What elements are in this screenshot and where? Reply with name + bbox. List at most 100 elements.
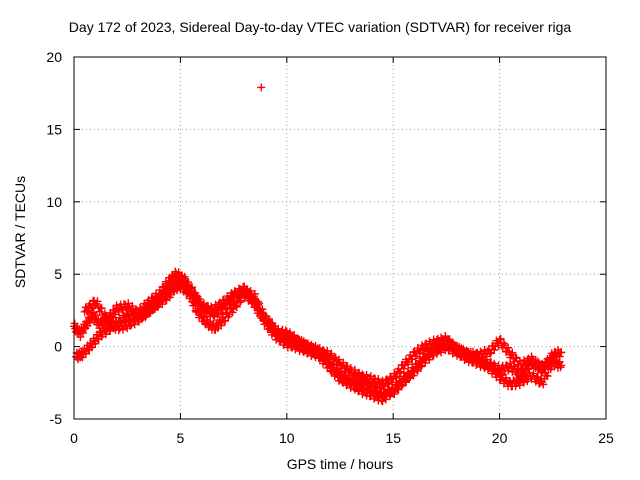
track-c-point xyxy=(446,340,455,349)
track-c-point xyxy=(173,280,182,289)
x-tick-label: 5 xyxy=(177,430,185,446)
y-tick-label: 15 xyxy=(46,121,62,137)
track-c-point xyxy=(313,344,322,353)
track-a-point xyxy=(418,345,427,354)
track-b-point xyxy=(377,396,386,405)
track-a-point xyxy=(330,353,339,362)
track-a-point xyxy=(323,346,332,355)
x-tick-label: 20 xyxy=(492,430,508,446)
track-c-point xyxy=(242,285,251,294)
track-b-point xyxy=(217,321,226,330)
y-tick-label: 0 xyxy=(54,339,62,355)
track-a-point xyxy=(490,346,499,355)
track-a-point xyxy=(508,348,517,357)
chart-title: Day 172 of 2023, Sidereal Day-to-day VTE… xyxy=(68,19,572,35)
track-c-point xyxy=(548,355,557,364)
track-c-point xyxy=(97,304,106,313)
track-c-point xyxy=(372,382,381,391)
x-tick-label: 10 xyxy=(279,430,295,446)
track-c-point xyxy=(281,326,290,335)
track-c-point xyxy=(209,309,218,318)
track-c-point xyxy=(401,378,410,387)
track-b-point xyxy=(202,315,211,324)
track-c-point xyxy=(332,364,341,373)
track-b-point xyxy=(557,361,566,370)
track-a-point xyxy=(504,343,513,352)
track-a-point xyxy=(511,353,520,362)
track-c-point xyxy=(386,390,395,399)
track-c-point xyxy=(262,312,271,321)
track-c-point xyxy=(406,373,415,382)
track-b-point xyxy=(221,317,230,326)
track-c-point xyxy=(212,304,221,313)
track-c-point xyxy=(506,359,515,368)
track-c-point xyxy=(413,363,422,372)
track-c-point xyxy=(255,299,264,308)
track-c-point xyxy=(188,283,197,292)
track-a-point xyxy=(499,339,508,348)
track-c-point xyxy=(462,346,471,355)
track-b-point xyxy=(91,339,100,348)
track-a-point xyxy=(495,335,504,344)
track-c-point xyxy=(250,289,259,298)
track-a-point xyxy=(441,332,450,341)
track-c-point xyxy=(195,295,204,304)
track-a-point xyxy=(507,350,516,359)
track-c-point xyxy=(437,344,446,353)
y-tick-label: -5 xyxy=(50,411,63,427)
outlier-point xyxy=(257,83,266,92)
x-tick-label: 0 xyxy=(70,430,78,446)
track-c-point xyxy=(390,390,399,399)
data-points xyxy=(70,83,566,406)
track-c-point xyxy=(105,313,114,322)
track-b-point xyxy=(216,318,225,327)
track-c-point xyxy=(329,359,338,368)
track-c-point xyxy=(409,367,418,376)
track-a-point xyxy=(124,299,133,308)
track-c-point xyxy=(108,318,117,327)
track-c-point xyxy=(547,359,556,368)
track-a-point xyxy=(496,334,505,343)
track-a-point xyxy=(391,372,400,381)
track-b-point xyxy=(228,308,237,317)
track-c-point xyxy=(87,304,96,313)
x-axis-label: GPS time / hours xyxy=(286,456,394,472)
track-c-point xyxy=(93,297,102,306)
x-tick-label: 15 xyxy=(385,430,401,446)
track-b-point xyxy=(231,301,240,310)
track-b-point xyxy=(78,353,87,362)
track-c-point xyxy=(405,371,414,380)
track-c-point xyxy=(183,278,192,287)
track-c-point xyxy=(328,361,337,370)
track-a-point xyxy=(404,360,413,369)
track-a-point xyxy=(399,364,408,373)
track-c-point xyxy=(142,311,151,320)
track-c-point xyxy=(417,358,426,367)
track-c-point xyxy=(367,381,376,390)
track-a-point xyxy=(557,348,566,357)
track-c-point xyxy=(126,321,135,330)
track-c-point xyxy=(109,317,118,326)
track-b-point xyxy=(235,298,244,307)
grid xyxy=(74,57,606,419)
y-tick-label: 5 xyxy=(54,266,62,282)
track-c-point xyxy=(325,354,334,363)
track-c-point xyxy=(520,370,529,379)
track-c-point xyxy=(285,328,294,337)
y-tick-label: 10 xyxy=(46,194,62,210)
track-c-point xyxy=(466,348,475,357)
track-c-point xyxy=(515,372,524,381)
track-c-point xyxy=(158,300,167,309)
track-c-point xyxy=(216,303,225,312)
track-c-point xyxy=(523,364,532,373)
track-b-point xyxy=(501,373,510,382)
track-b-point xyxy=(555,357,564,366)
track-c-point xyxy=(221,300,230,309)
track-c-point xyxy=(161,295,170,304)
track-c-point xyxy=(82,306,91,315)
track-b-point xyxy=(543,372,552,381)
track-c-point xyxy=(138,313,147,322)
track-c-point xyxy=(254,297,263,306)
plot-frame xyxy=(73,56,607,420)
